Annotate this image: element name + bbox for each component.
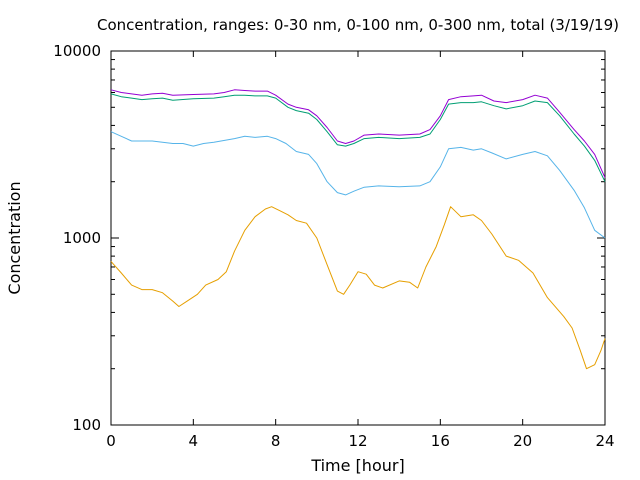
y-tick-label: 1000: [63, 229, 101, 247]
series-line-1: [110, 206, 606, 370]
x-axis-label: Time [hour]: [310, 456, 404, 475]
y-tick-label: 10000: [53, 42, 101, 60]
plot-frame: [110, 50, 606, 426]
y-minor-ticks: [111, 59, 605, 370]
x-tick-label: 16: [431, 432, 450, 450]
x-tick-label: 8: [271, 432, 281, 450]
chart-title: Concentration, ranges: 0-30 nm, 0-100 nm…: [97, 16, 619, 34]
series-group: [110, 89, 606, 370]
x-tick-label: 24: [595, 432, 614, 450]
x-tick-label: 4: [189, 432, 199, 450]
y-tick-label: 100: [72, 416, 101, 434]
x-tick-label: 0: [106, 432, 116, 450]
y-axis-label: Concentration: [5, 181, 24, 294]
x-tick-label: 20: [513, 432, 532, 450]
x-axis-ticks: 0 4 8 12 16 20 24: [106, 51, 615, 450]
series-line-2: [110, 131, 606, 239]
series-line-3: [110, 93, 606, 182]
x-tick-label: 12: [348, 432, 367, 450]
series-line-4: [110, 89, 606, 178]
y-axis-ticks: 100 1000 10000: [53, 42, 605, 434]
